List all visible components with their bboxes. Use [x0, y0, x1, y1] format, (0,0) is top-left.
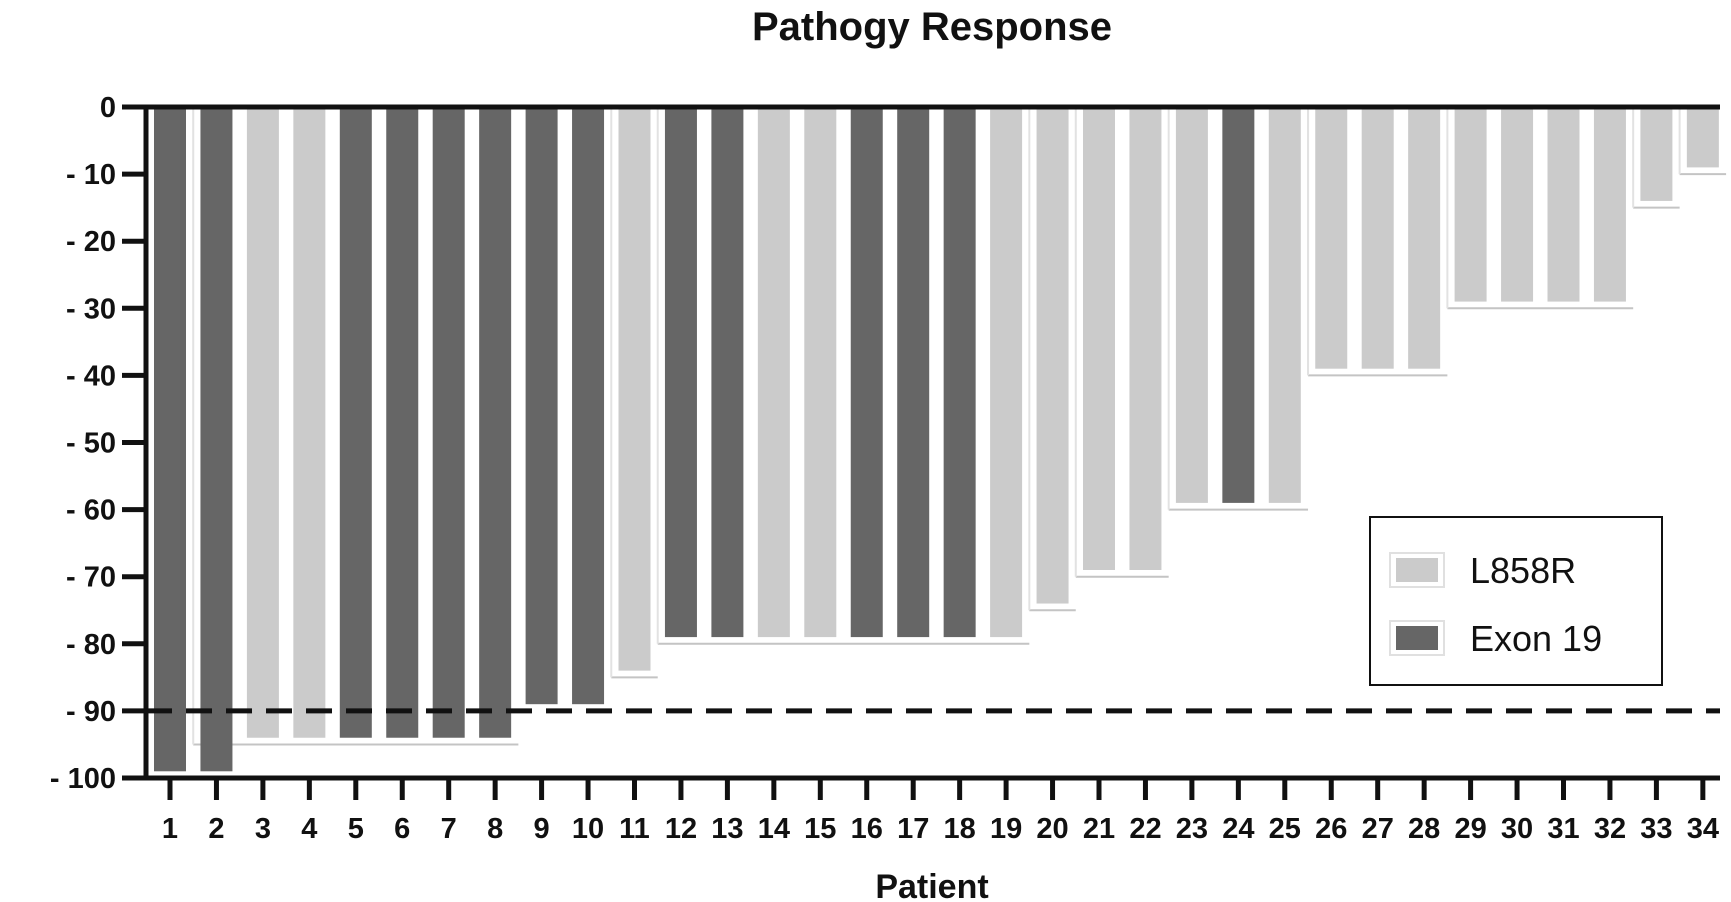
bar-patient-21	[1083, 107, 1115, 570]
x-tick-label: 10	[572, 813, 604, 845]
x-tick-label: 4	[301, 813, 317, 845]
x-tick-label: 19	[990, 813, 1022, 845]
x-tick-label: 31	[1547, 813, 1579, 845]
x-tick-label: 29	[1454, 813, 1486, 845]
x-tick-label: 34	[1687, 813, 1719, 845]
bar-patient-25	[1268, 107, 1301, 503]
x-tick-label: 15	[804, 813, 836, 845]
bar-patient-15	[804, 107, 837, 638]
y-tick-label: - 100	[50, 763, 116, 795]
bar-patient-23	[1175, 107, 1208, 503]
bar-patient-6	[386, 107, 419, 738]
legend-label-1: L858R	[1470, 550, 1576, 591]
x-tick-label: 33	[1640, 813, 1672, 845]
bar-patient-27	[1361, 107, 1394, 369]
y-ticks: 0 - 10 - 20 - 30 - 40 - 50 - 60 - 70 - 80 - 90 - 1…	[50, 92, 146, 795]
x-tick-label: 14	[758, 813, 790, 845]
bar-patient-8	[479, 107, 512, 738]
x-tick-label: 18	[944, 813, 976, 845]
bar-patient-29	[1454, 107, 1487, 302]
bar-patient-2	[200, 107, 233, 772]
legend: L858R Exon 19	[1369, 516, 1663, 686]
bar-patient-3	[246, 107, 279, 738]
bar-patient-17	[897, 107, 930, 638]
bar-patient-9	[525, 107, 558, 705]
x-tick-label: 2	[208, 813, 224, 845]
x-tick-label: 16	[851, 813, 883, 845]
bar-patient-5	[339, 107, 372, 738]
x-tick-label: 20	[1036, 813, 1068, 845]
bar-patient-26	[1315, 107, 1348, 369]
legend-swatch-1	[1396, 558, 1438, 582]
chart-title: Pathogy Response	[752, 5, 1112, 49]
x-tick-label: 21	[1083, 813, 1115, 845]
bar-patient-16	[850, 107, 883, 638]
bars	[154, 107, 1719, 772]
x-tick-label: 24	[1222, 813, 1254, 845]
x-tick-label: 25	[1269, 813, 1301, 845]
bar-patient-14	[757, 107, 790, 638]
x-tick-label: 7	[441, 813, 457, 845]
bar-patient-18	[943, 107, 976, 638]
bar-patient-30	[1501, 107, 1534, 302]
x-tick-label: 1	[162, 813, 178, 845]
bar-patient-33	[1640, 107, 1673, 201]
x-axis-title: Patient	[875, 868, 988, 902]
legend-box	[1369, 516, 1663, 686]
x-tick-label: 11	[619, 813, 650, 845]
bar-patient-13	[711, 107, 744, 638]
x-tick-label: 27	[1362, 813, 1394, 845]
y-tick-label: - 50	[66, 428, 116, 460]
y-tick-label: - 60	[66, 495, 116, 527]
y-tick-label: - 30	[66, 293, 116, 325]
bar-patient-24	[1222, 107, 1255, 503]
y-tick-label: - 40	[66, 360, 116, 392]
y-tick-label: - 80	[66, 629, 116, 661]
bar-patient-11	[618, 107, 651, 671]
bar-patient-34	[1686, 107, 1719, 168]
y-tick-label: - 70	[66, 562, 116, 594]
x-tick-label: 17	[897, 813, 929, 845]
bar-patient-22	[1129, 107, 1162, 570]
bar-patient-32	[1593, 107, 1626, 302]
x-tick-label: 22	[1129, 813, 1161, 845]
x-tick-label: 28	[1408, 813, 1440, 845]
step-outline	[192, 107, 1727, 746]
x-tick-label: 26	[1315, 813, 1347, 845]
bar-patient-7	[432, 107, 465, 738]
x-tick-label: 12	[665, 813, 697, 845]
x-tick-label: 6	[394, 813, 410, 845]
bar-patient-19	[990, 107, 1023, 638]
x-tick-label: 13	[711, 813, 743, 845]
y-tick-label: - 10	[66, 159, 116, 191]
x-ticks: 1 2 3 4 5 6 7 8 9 10 11 12 13 14 15 16 17 18 19 20 21 22 23 24 2…	[162, 778, 1719, 845]
x-tick-label: 9	[534, 813, 550, 845]
x-tick-label: 5	[348, 813, 364, 845]
bar-patient-28	[1408, 107, 1441, 369]
y-tick-label: 0	[100, 92, 116, 124]
y-tick-label: - 20	[66, 226, 116, 258]
bar-patient-4	[293, 107, 326, 738]
x-tick-label: 3	[255, 813, 271, 845]
x-tick-label: 30	[1501, 813, 1533, 845]
bar-patient-12	[664, 107, 697, 638]
x-tick-label: 32	[1594, 813, 1626, 845]
bar-patient-20	[1036, 107, 1069, 604]
legend-label-2: Exon 19	[1470, 618, 1602, 659]
bar-patient-31	[1547, 107, 1580, 302]
x-tick-label: 8	[487, 813, 503, 845]
y-tick-label: - 90	[66, 696, 116, 728]
legend-swatch-2	[1396, 626, 1438, 650]
bar-patient-10	[572, 107, 605, 705]
bar-patient-1	[154, 107, 186, 772]
x-tick-label: 23	[1176, 813, 1208, 845]
